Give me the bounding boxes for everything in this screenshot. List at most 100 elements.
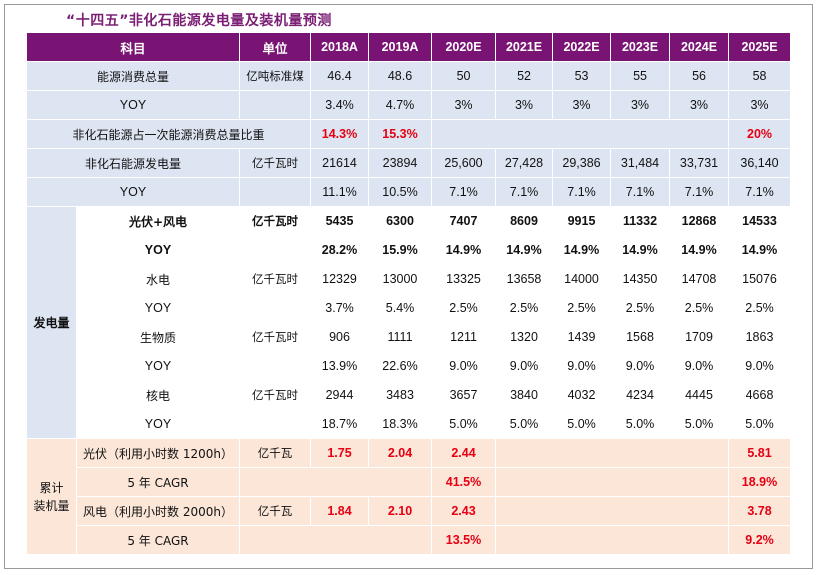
cell: 5435 <box>310 206 370 236</box>
row-unit <box>239 293 312 323</box>
table-row-wind-capacity: 风电（利用小时数 2000h） 亿千瓦 1.84 2.10 2.43 3.78 <box>27 496 792 526</box>
header-year: 2025E <box>728 32 792 62</box>
cell: 14000 <box>552 264 612 294</box>
cell: 13658 <box>495 264 554 294</box>
cell: 58 <box>728 61 792 91</box>
row-unit <box>239 90 312 120</box>
cell: 3% <box>669 90 730 120</box>
cell: 1320 <box>495 322 554 352</box>
cell: 906 <box>310 322 370 352</box>
row-label: YOY <box>25 177 241 207</box>
cell: 14350 <box>610 264 671 294</box>
cell: 12868 <box>669 206 730 236</box>
header-item: 科目 <box>25 32 241 62</box>
table-row-pv-wind: 发电量 光伏+风电 亿千瓦时 5435 6300 7407 8609 9915 … <box>26 206 792 439</box>
cell: 15076 <box>728 264 792 294</box>
row-unit <box>239 351 312 381</box>
cell: 3657 <box>431 380 497 410</box>
cell: 1.75 <box>310 438 370 468</box>
group-label-capacity: 累计 装机量 <box>26 438 77 555</box>
cell: 3.78 <box>728 496 792 526</box>
cell: 5.0% <box>552 409 612 439</box>
cell: 9.0% <box>495 351 554 381</box>
cell: 2.5% <box>431 293 497 323</box>
cell: 33,731 <box>669 148 730 178</box>
group-label-line: 装机量 <box>33 498 70 513</box>
row-label: 核电 <box>75 380 241 410</box>
cell: 2.10 <box>368 496 433 526</box>
table-row-nonfossil-share: 非化石能源占一次能源消费总量比重 14.3% 15.3% 20% <box>25 119 792 149</box>
cell: 4234 <box>610 380 671 410</box>
cell: 7.1% <box>669 177 730 207</box>
row-label: YOY <box>75 409 241 439</box>
cell: 9.0% <box>610 351 671 381</box>
cell: 11.1% <box>310 177 370 207</box>
row-label: 生物质 <box>75 322 241 352</box>
header-year: 2023E <box>610 32 671 62</box>
cell: 7.1% <box>552 177 612 207</box>
table-row-pv-cagr: 5 年 CAGR 41.5% 18.9% <box>27 467 792 497</box>
empty-cell <box>239 467 433 497</box>
cell: 2.44 <box>431 438 497 468</box>
row-label: YOY <box>75 235 241 265</box>
cell: 2.5% <box>495 293 554 323</box>
cell: 27,428 <box>495 148 554 178</box>
table-row-energy-total: 能源消费总量 亿吨标准煤 46.4 48.6 50 52 53 55 56 58 <box>25 61 792 91</box>
cell: 7.1% <box>431 177 497 207</box>
row-label: 5 年 CAGR <box>75 525 241 555</box>
cell: 48.6 <box>368 61 433 91</box>
row-unit <box>239 409 312 439</box>
cell: 1211 <box>431 322 497 352</box>
header-year: 2019A <box>368 32 433 62</box>
cell: 2944 <box>310 380 370 410</box>
cell: 4032 <box>552 380 612 410</box>
cell: 4.7% <box>368 90 433 120</box>
cell: 14.9% <box>728 235 792 265</box>
row-unit: 亿吨标准煤 <box>239 61 312 91</box>
cell: 46.4 <box>310 61 370 91</box>
cell: 9915 <box>552 206 612 236</box>
table-row-pv-capacity: 累计 装机量 光伏（利用小时数 1200h） 亿千瓦 1.75 2.04 2.4… <box>26 438 792 555</box>
cell: 3% <box>728 90 792 120</box>
row-unit <box>239 177 312 207</box>
cell: 5.4% <box>368 293 433 323</box>
cell: 2.43 <box>431 496 497 526</box>
cell: 9.0% <box>728 351 792 381</box>
cell: 3% <box>431 90 497 120</box>
cell: 22.6% <box>368 351 433 381</box>
cell: 29,386 <box>552 148 612 178</box>
cell: 9.0% <box>431 351 497 381</box>
cell: 14.9% <box>552 235 612 265</box>
empty-cell <box>495 525 730 555</box>
cell: 18.3% <box>368 409 433 439</box>
cell: 13325 <box>431 264 497 294</box>
cell: 2.04 <box>368 438 433 468</box>
cell: 14.9% <box>610 235 671 265</box>
cell: 56 <box>669 61 730 91</box>
cell: 4668 <box>728 380 792 410</box>
row-label: 光伏+风电 <box>75 206 241 236</box>
cell: 1709 <box>669 322 730 352</box>
table-row-energy-yoy: YOY 3.4% 4.7% 3% 3% 3% 3% 3% 3% <box>25 90 792 120</box>
cell: 3.4% <box>310 90 370 120</box>
row-unit: 亿千瓦 <box>239 438 312 468</box>
cell: 3% <box>552 90 612 120</box>
cell: 7.1% <box>610 177 671 207</box>
cell: 13.9% <box>310 351 370 381</box>
table-row-nonfossil-yoy: YOY 11.1% 10.5% 7.1% 7.1% 7.1% 7.1% 7.1%… <box>25 177 792 207</box>
cell: 15.9% <box>368 235 433 265</box>
cell: 7.1% <box>495 177 554 207</box>
table-row-biomass-yoy: YOY 13.9% 22.6% 9.0% 9.0% 9.0% 9.0% 9.0%… <box>27 351 792 381</box>
cell: 2.5% <box>728 293 792 323</box>
cell: 5.0% <box>728 409 792 439</box>
cell: 8609 <box>495 206 554 236</box>
cell: 55 <box>610 61 671 91</box>
table-row-hydro-yoy: YOY 3.7% 5.4% 2.5% 2.5% 2.5% 2.5% 2.5% 2… <box>27 293 792 323</box>
cell: 5.0% <box>669 409 730 439</box>
table-row-wind-cagr: 5 年 CAGR 13.5% 9.2% <box>27 525 792 555</box>
row-label: YOY <box>75 351 241 381</box>
cell: 18.7% <box>310 409 370 439</box>
cell: 31,484 <box>610 148 671 178</box>
cell: 2.5% <box>552 293 612 323</box>
row-label: 非化石能源占一次能源消费总量比重 <box>25 119 312 149</box>
